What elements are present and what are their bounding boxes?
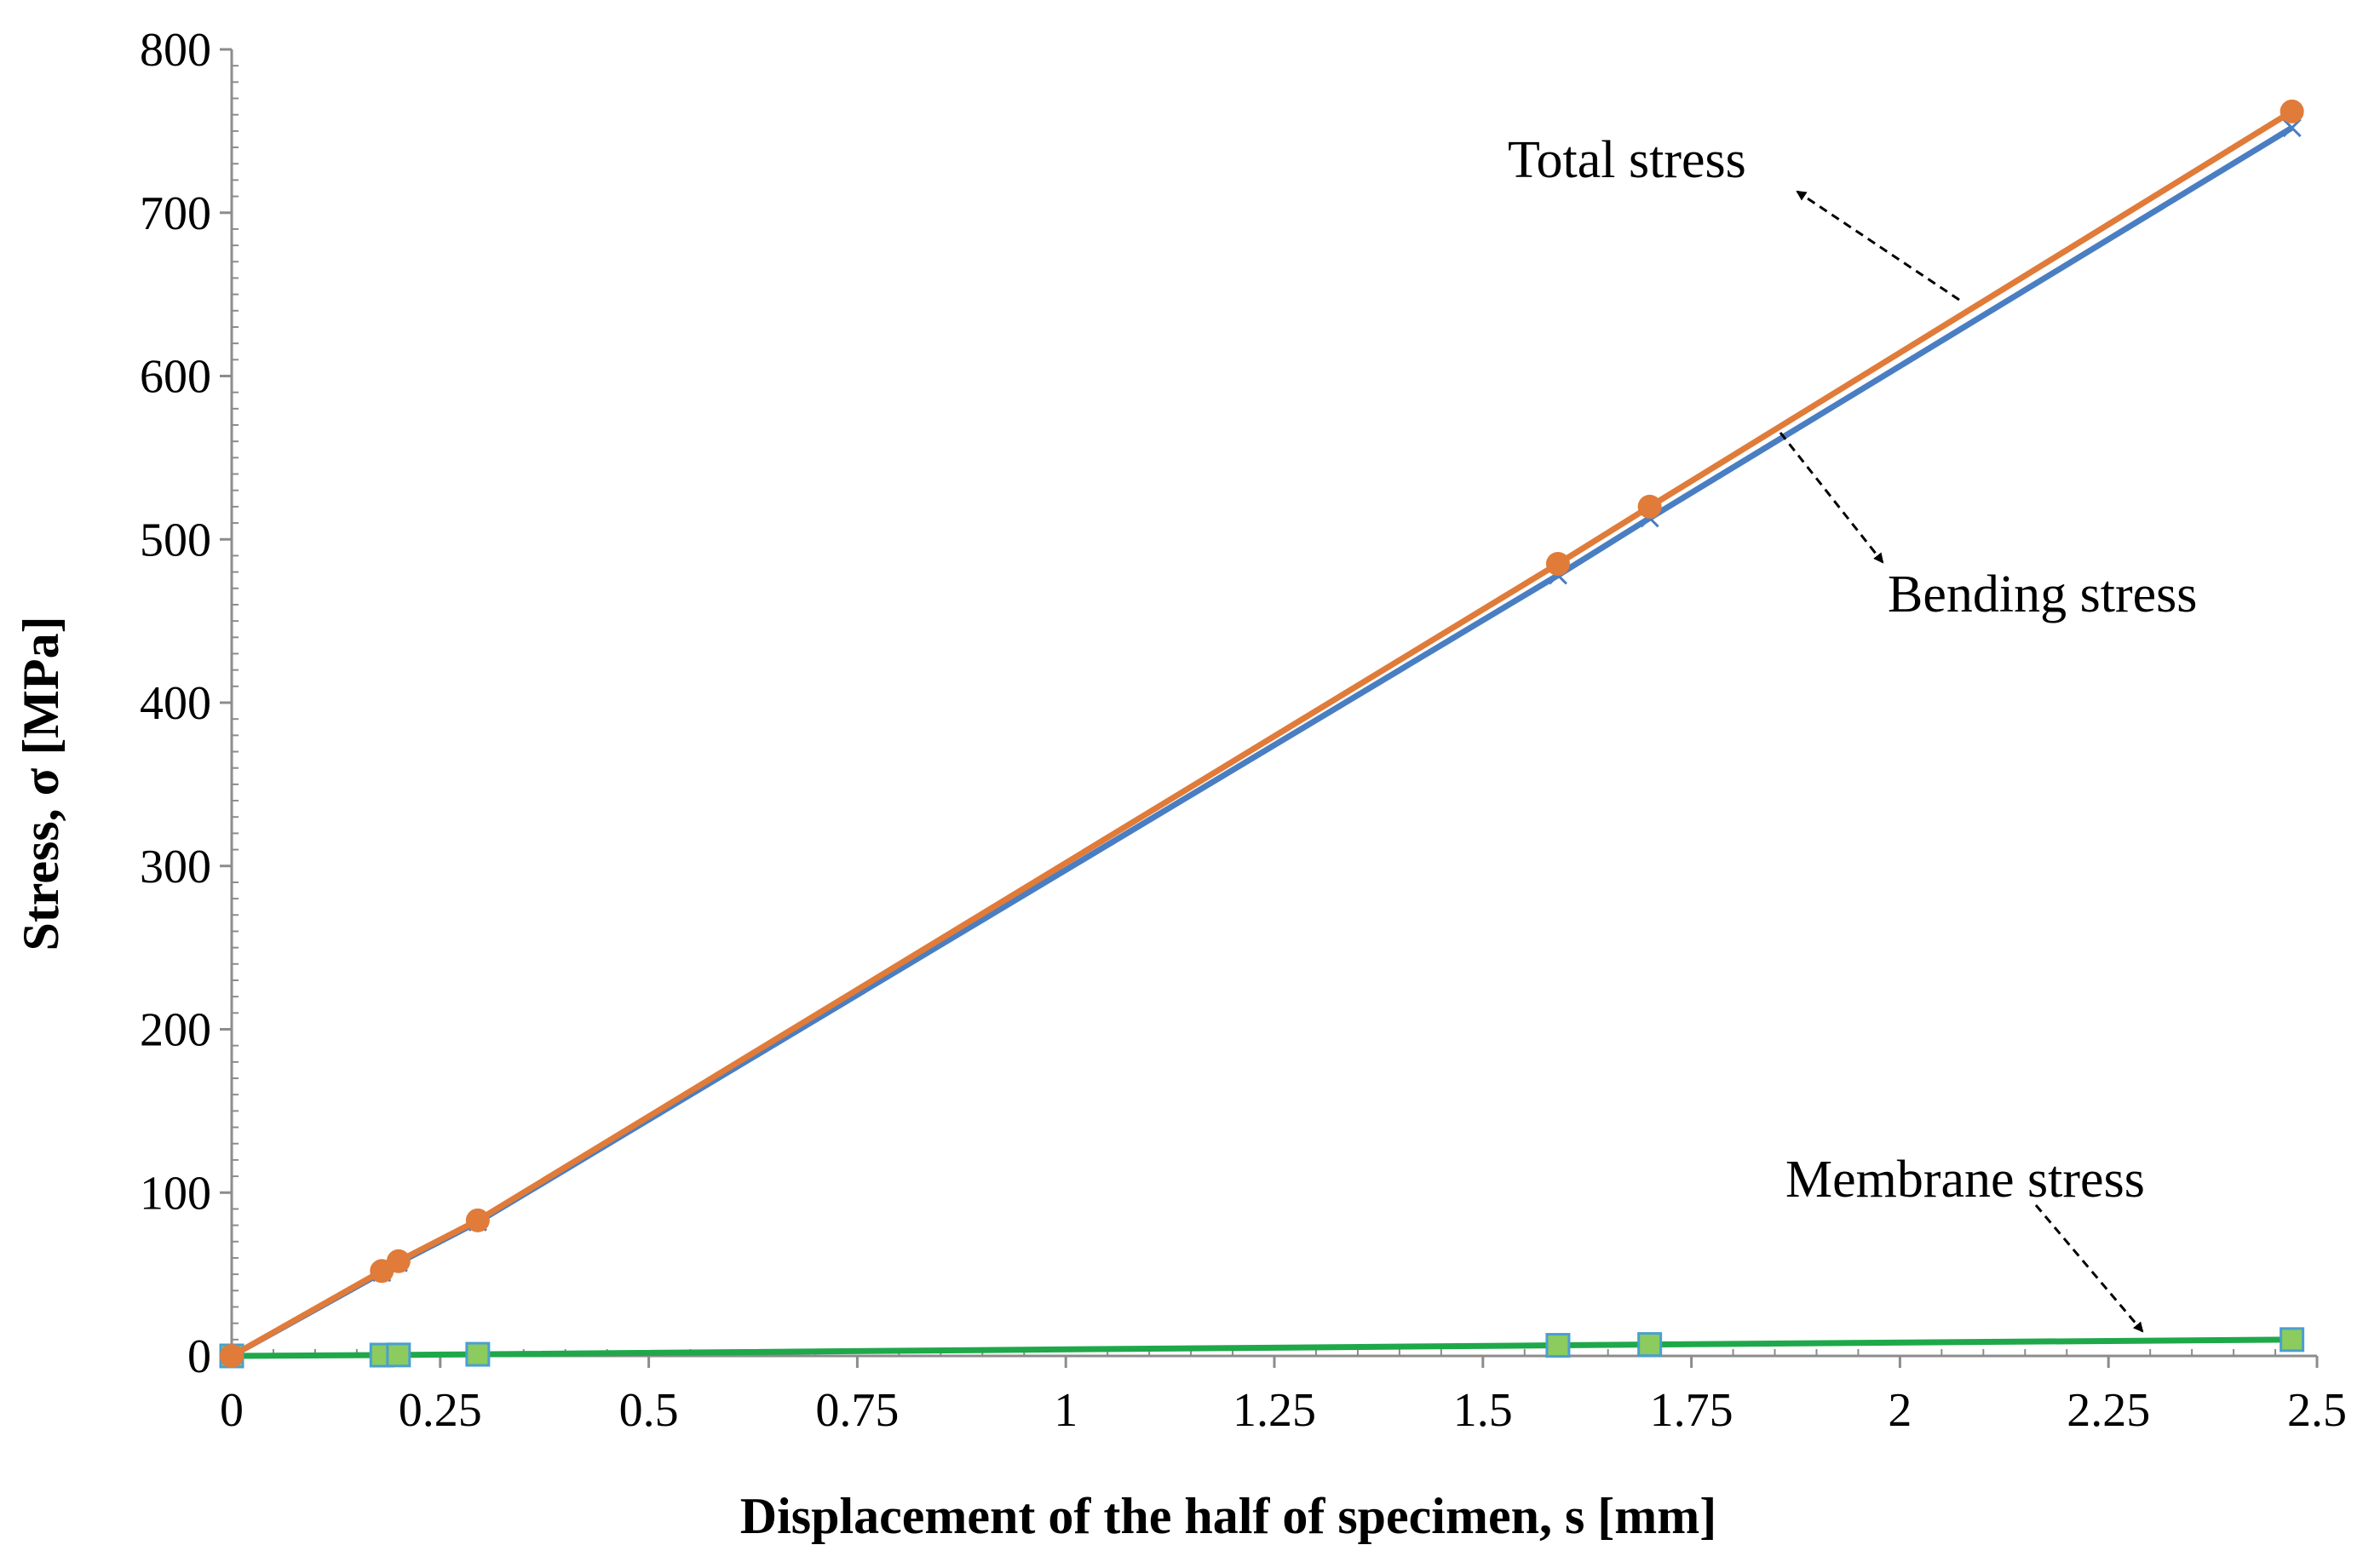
annotation-bending-stress-arrow (1779, 432, 1884, 564)
annotation-membrane-stress-label: Membrane stress (1785, 1151, 2145, 1209)
data-point-membrane-stress (1637, 1332, 1663, 1358)
annotation-total-stress-label: Total stress (1508, 131, 1746, 189)
data-point-membrane-stress (2280, 1327, 2305, 1353)
annotation-membrane-stress-arrow (2034, 1204, 2144, 1333)
annotation-total-stress: Total stress (1508, 131, 1960, 302)
y-tick-label: 500 (140, 514, 211, 566)
y-tick-label: 100 (140, 1167, 211, 1220)
x-tick-label: 1.25 (1233, 1384, 1316, 1437)
data-point-total-stress (465, 1208, 490, 1232)
data-point-bending-stress (2282, 118, 2302, 138)
x-tick-label: 0 (220, 1384, 244, 1437)
y-axis-ticks: 0 100 200 300 400 500 600 700 800 (140, 24, 239, 1383)
data-point-membrane-stress (386, 1342, 411, 1368)
x-tick-label: 0.5 (619, 1384, 679, 1437)
y-tick-label: 300 (140, 841, 211, 893)
annotation-total-stress-arrow (1796, 190, 1960, 302)
x-tick-label: 0.75 (815, 1384, 899, 1437)
data-point-total-stress (220, 1344, 244, 1368)
x-tick-label: 2 (1888, 1384, 1912, 1437)
x-tick-label: 2.5 (2287, 1384, 2347, 1437)
x-tick-label: 1.75 (1650, 1384, 1733, 1437)
y-tick-label: 200 (140, 1004, 211, 1057)
x-axis-ticks: 0 0.25 0.5 0.75 1 1.25 1.5 1.75 2 2.25 2.5 (220, 1349, 2347, 1437)
annotation-bending-stress: Bending stress (1779, 432, 2197, 623)
series-total-stress (220, 99, 2304, 1368)
y-tick-label: 800 (140, 24, 211, 77)
y-tick-label: 700 (140, 187, 211, 240)
x-axis-title: Displacement of the half of specimen, s … (740, 1488, 1716, 1544)
data-point-membrane-stress (465, 1341, 491, 1367)
y-tick-label: 600 (140, 351, 211, 404)
y-tick-label: 0 (187, 1330, 211, 1383)
series-layer (219, 99, 2305, 1369)
y-tick-label: 400 (140, 677, 211, 730)
annotation-membrane-stress: Membrane stress (1785, 1151, 2145, 1333)
data-point-total-stress (1545, 552, 1570, 577)
series-membrane-stress (219, 1327, 2305, 1369)
annotation-bending-stress-label: Bending stress (1888, 566, 2197, 623)
data-point-membrane-stress (1545, 1333, 1571, 1358)
data-point-total-stress (2280, 99, 2304, 123)
data-point-total-stress (386, 1249, 411, 1273)
x-tick-label: 2.25 (2067, 1384, 2150, 1437)
x-tick-label: 0.25 (399, 1384, 482, 1437)
y-axis-title: Stress, σ [MPa] (13, 616, 69, 951)
x-tick-label: 1 (1054, 1384, 1078, 1437)
data-point-total-stress (1637, 494, 1662, 519)
x-tick-label: 1.5 (1453, 1384, 1513, 1437)
